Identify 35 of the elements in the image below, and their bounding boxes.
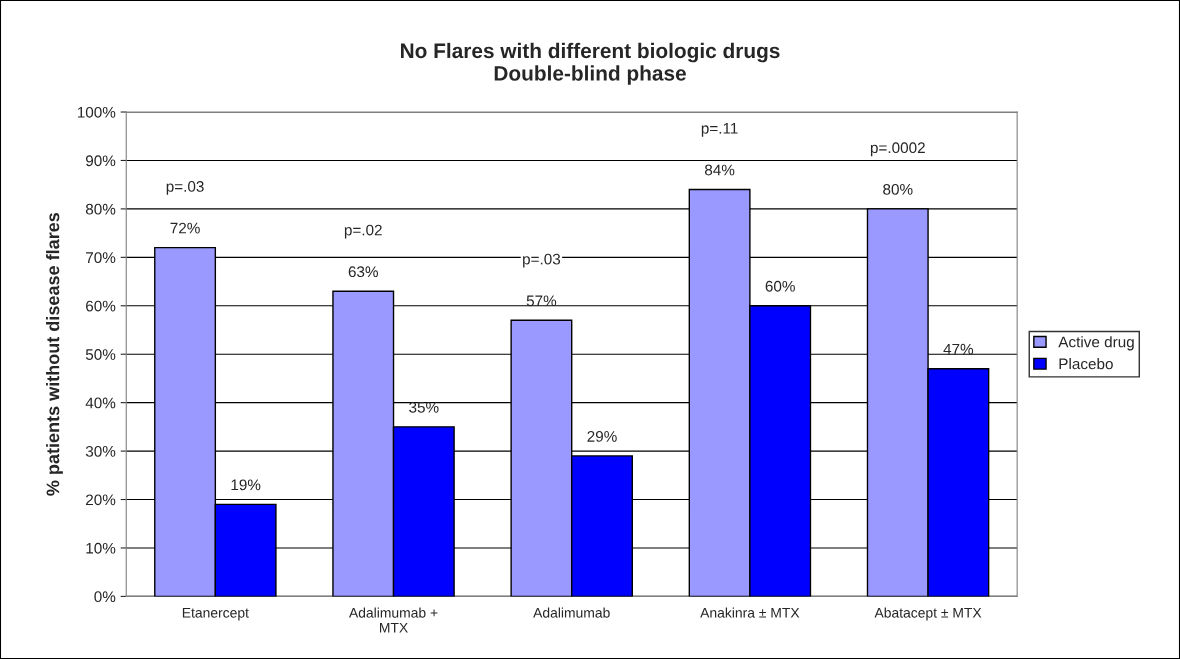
y-tick-label: 50% <box>85 349 116 360</box>
y-axis-title: % patients without disease flares <box>46 212 63 496</box>
x-tick-label: Adalimumab + MTX <box>348 607 438 633</box>
y-tick-label: 20% <box>86 494 116 506</box>
legend-label: Placebo <box>1059 358 1113 370</box>
data-label: 29% <box>587 430 617 442</box>
annotation: p=.03 <box>523 253 561 268</box>
data-label: 57% <box>526 295 557 307</box>
x-tick-label: Anakinra ± MTX <box>700 607 800 618</box>
annotation: p=.0002 <box>870 142 925 157</box>
y-tick-label: 30% <box>85 445 116 457</box>
legend-label: Active drug <box>1058 336 1134 351</box>
y-tick-label: 10% <box>86 542 116 554</box>
annotation: p=.03 <box>166 181 204 195</box>
annotation: p=.02 <box>344 224 382 239</box>
data-label: 84% <box>704 164 735 176</box>
y-tick-label: 0% <box>94 591 116 603</box>
y-tick-label: 40% <box>85 397 116 409</box>
data-label: 19% <box>231 479 261 491</box>
y-tick-label: 80% <box>85 203 116 215</box>
x-tick-label: Abatacept ± MTX <box>874 607 982 621</box>
y-tick-label: 60% <box>86 300 116 312</box>
data-label: 60% <box>765 280 795 292</box>
data-label: 63% <box>348 266 378 278</box>
y-tick-label: 70% <box>86 252 116 264</box>
data-label: 47% <box>943 343 974 355</box>
data-label: 72% <box>170 222 200 234</box>
annotation: p=.11 <box>701 123 738 137</box>
y-tick-label: 90% <box>85 155 116 167</box>
y-tick-label: 100% <box>77 106 116 118</box>
chart-title: No Flares with different biologic drugs Double-blind phase <box>401 42 780 85</box>
x-tick-label: Adalimumab <box>533 607 610 618</box>
x-tick-label: Etanercept <box>182 608 249 621</box>
data-label: 35% <box>409 401 439 413</box>
data-label: 80% <box>883 183 913 195</box>
